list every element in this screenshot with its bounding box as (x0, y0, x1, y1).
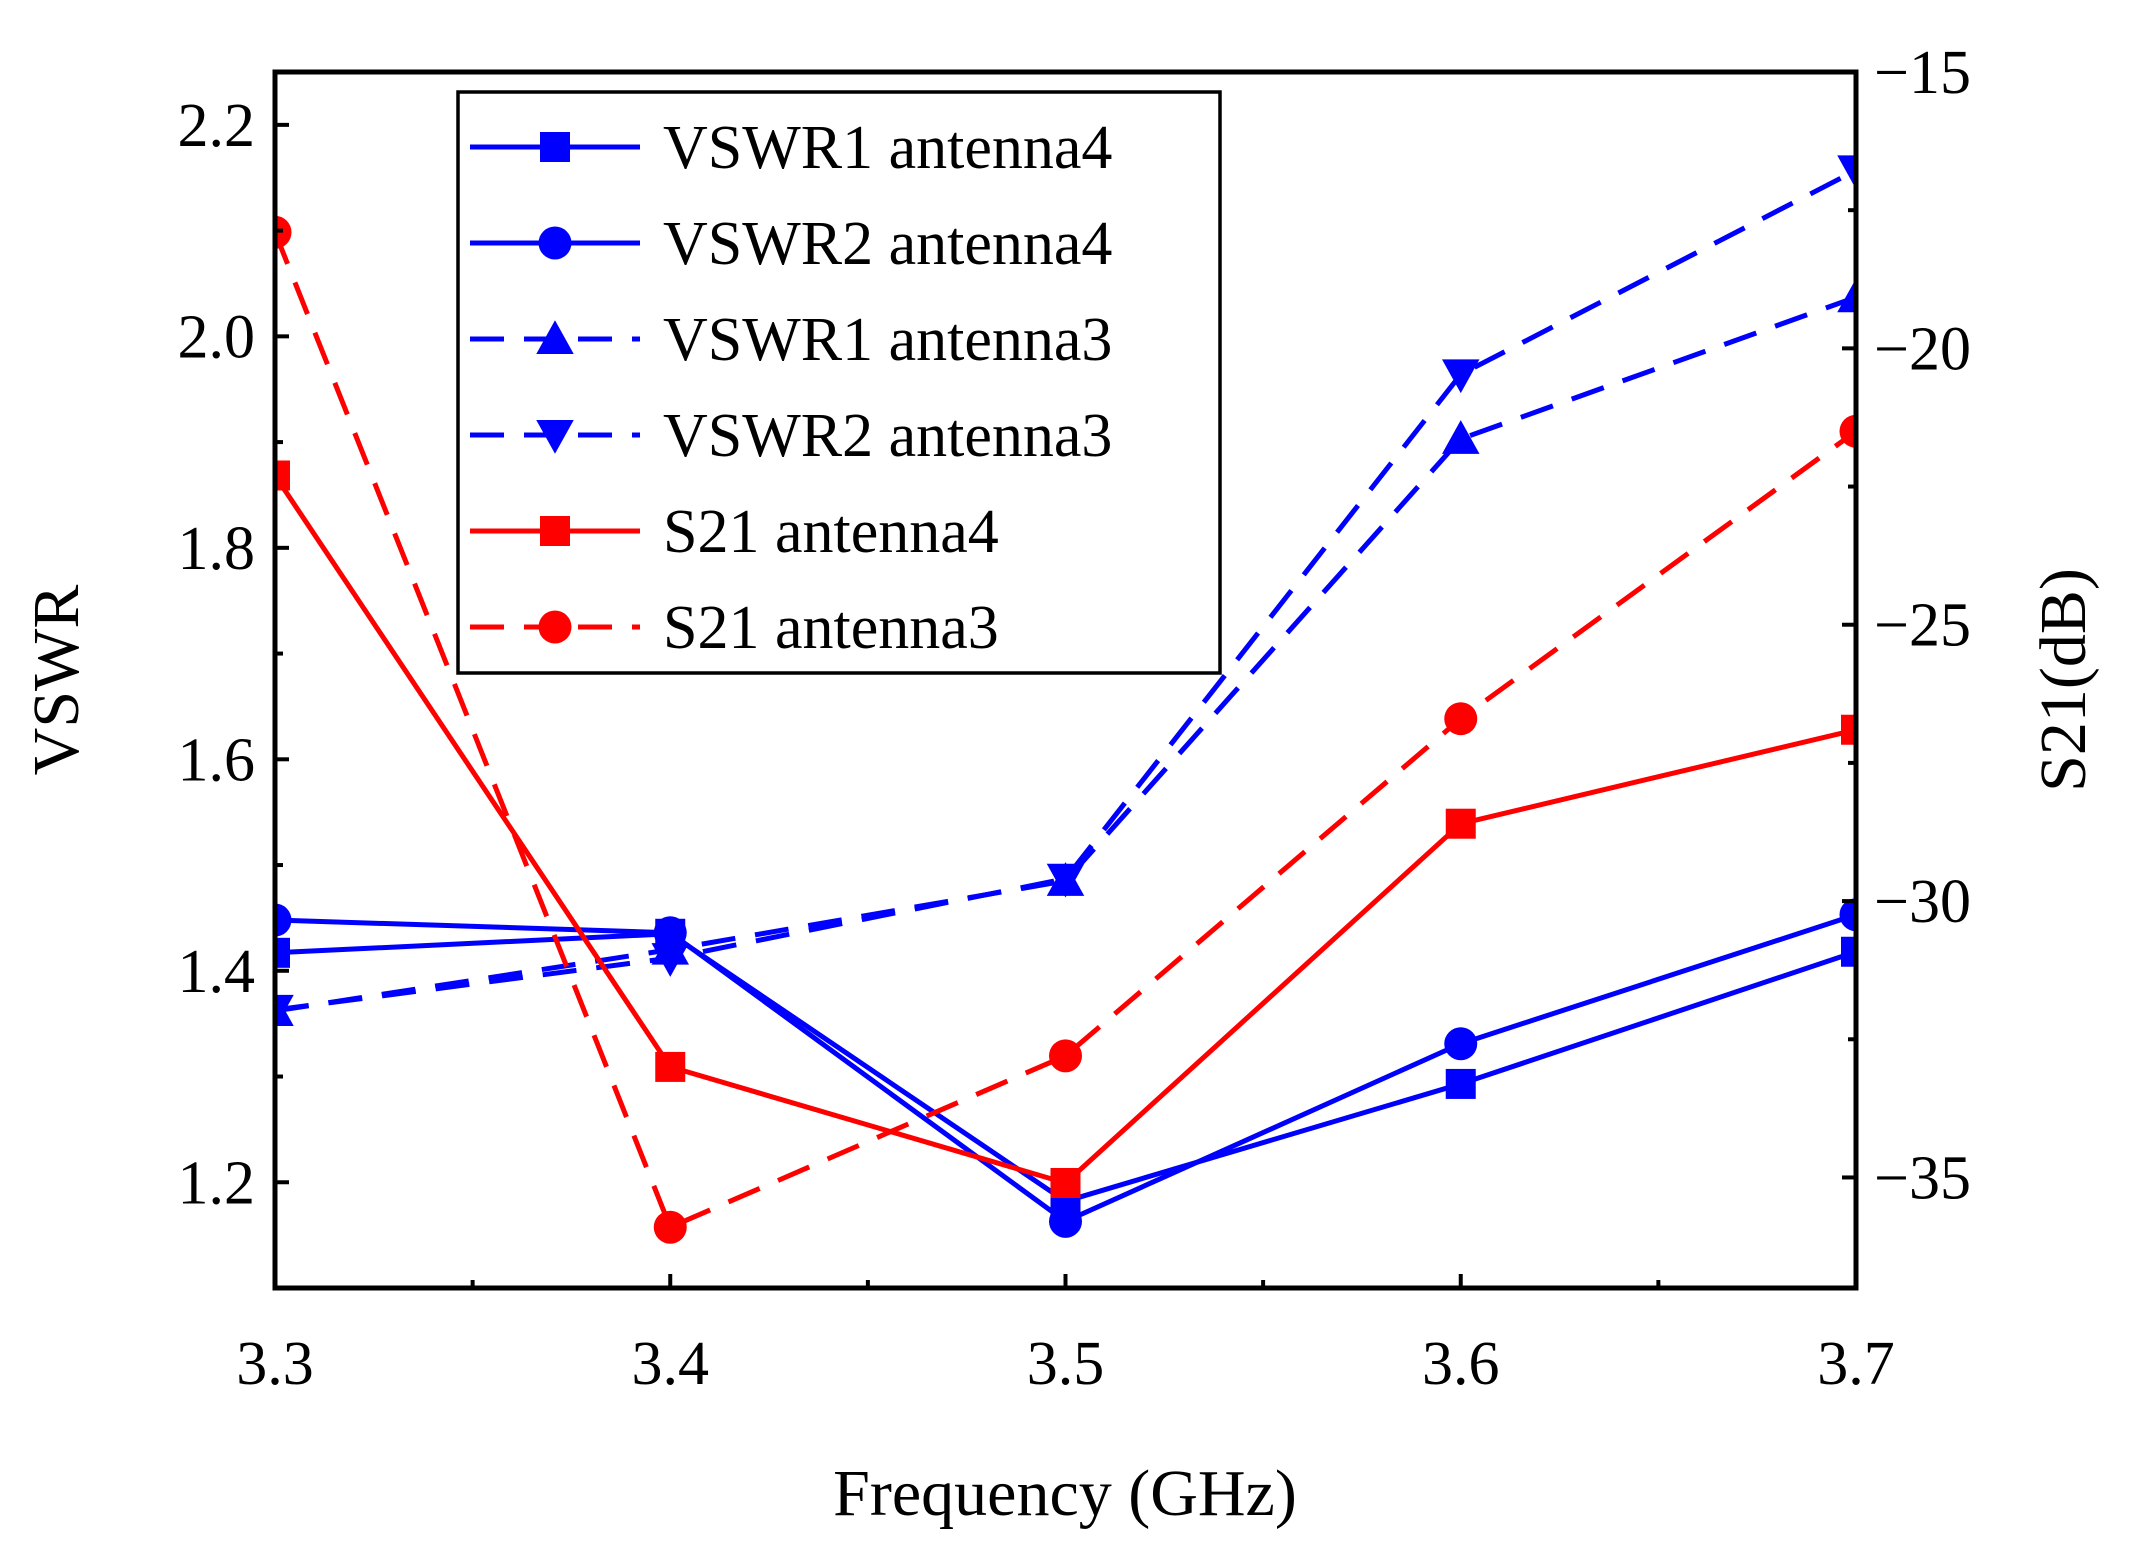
data-point (1049, 1204, 1082, 1238)
legend-label: VSWR1 antenna3 (663, 306, 1112, 374)
data-point (1841, 714, 1856, 745)
series-vswr2-antenna3 (275, 155, 1856, 1029)
y-left-tick-label: 1.6 (178, 726, 256, 794)
y-right-tick-label: −15 (1874, 39, 1971, 107)
x-tick-label: 3.3 (236, 1330, 314, 1398)
series-line (275, 294, 1856, 1014)
series-s21-antenna3 (275, 215, 1856, 1244)
data-point (275, 215, 292, 249)
legend-label: S21 antenna3 (663, 594, 999, 662)
y-axis-right-title: S21(dB) (2027, 568, 2100, 792)
legend-label: S21 antenna4 (663, 498, 999, 566)
data-point (653, 1210, 687, 1244)
data-point (1837, 278, 1856, 313)
legend-label: VSWR2 antenna3 (663, 402, 1112, 470)
data-point (1049, 1039, 1082, 1073)
y-left-tick-label: 2.2 (178, 92, 256, 160)
data-point (655, 1051, 686, 1082)
legend: VSWR1 antenna4 VSWR2 antenna4 VSWR1 antenn… (456, 90, 1222, 675)
data-point (275, 937, 290, 968)
legend-marker (540, 132, 570, 162)
x-tick-label: 3.7 (1817, 1330, 1895, 1398)
legend-item: VSWR1 antenna4 (470, 114, 1112, 182)
x-tick-label: 3.6 (1422, 1330, 1500, 1398)
data-point (1839, 414, 1856, 448)
data-point (275, 903, 292, 937)
y-left-tick-label: 2.0 (178, 303, 256, 371)
series-line (275, 168, 1856, 1013)
data-point (1442, 420, 1480, 454)
data-point (1445, 1068, 1476, 1099)
data-point (1046, 863, 1085, 898)
legend-marker (536, 420, 574, 454)
y-right-tick-label: −25 (1874, 592, 1971, 660)
series-vswr2-antenna4 (275, 898, 1856, 1238)
y-left-tick-label: 1.2 (178, 1149, 256, 1217)
series-s21-antenna4 (275, 460, 1856, 1198)
legend-label: VSWR2 antenna4 (663, 210, 1112, 278)
data-point (651, 943, 689, 977)
data-point (275, 994, 294, 1029)
y-left-tick-label: 1.8 (178, 515, 256, 583)
legend-marker (540, 516, 570, 546)
legend-item: S21 antenna3 (470, 594, 999, 662)
x-tick-label: 3.4 (632, 1330, 710, 1398)
legend-item: VSWR1 antenna3 (470, 306, 1112, 374)
legend-label: VSWR1 antenna4 (663, 114, 1112, 182)
legend-item: VSWR2 antenna3 (470, 402, 1112, 470)
data-point (1444, 702, 1478, 736)
data-point (1837, 155, 1856, 190)
y-axis-left-title: VSWR (20, 585, 93, 776)
legend-marker (538, 610, 572, 644)
x-axis-title: Frequency (GHz) (833, 1457, 1297, 1530)
legend-item: VSWR2 antenna4 (470, 210, 1112, 278)
legend-marker (536, 320, 574, 354)
series-line (275, 231, 1856, 1230)
y-right-tick-label: −30 (1874, 868, 1971, 936)
data-point (275, 460, 290, 491)
x-tick-label: 3.5 (1027, 1330, 1105, 1398)
y-right-tick-label: −35 (1874, 1144, 1971, 1212)
labels-layer: 3.3 3.4 3.5 3.6 3.7 1.2 1.4 1.6 1.8 2.0 2.2 −15 −20 −… (178, 39, 1971, 1398)
series-layer (275, 155, 1856, 1244)
legend-marker (538, 226, 572, 260)
y-right-tick-label: −20 (1874, 315, 1971, 383)
data-point (1839, 898, 1856, 932)
legend-item: S21 antenna4 (470, 498, 999, 566)
data-point (1442, 359, 1480, 394)
legend-box (456, 90, 1222, 675)
data-point (1445, 808, 1476, 839)
ticks-layer (273, 70, 1858, 1290)
data-point (1841, 936, 1856, 967)
data-point (1050, 1167, 1081, 1198)
data-point (1444, 1027, 1478, 1061)
y-left-tick-label: 1.4 (178, 938, 256, 1006)
